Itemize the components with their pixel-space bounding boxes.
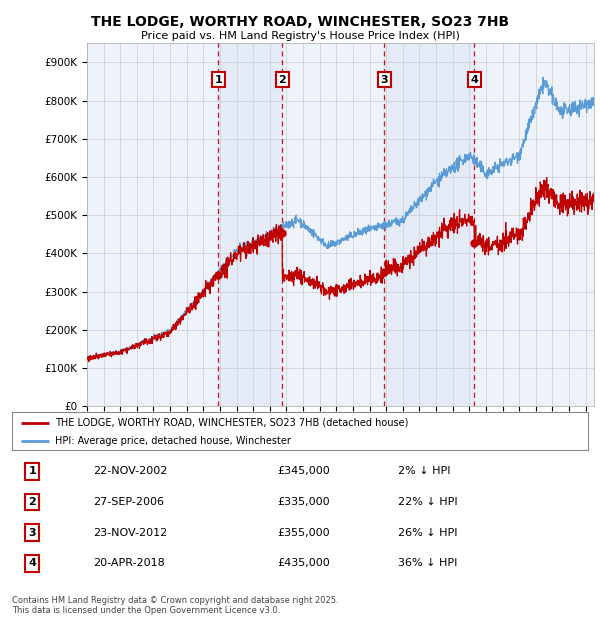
- Text: 2: 2: [278, 74, 286, 85]
- Text: 22% ↓ HPI: 22% ↓ HPI: [398, 497, 458, 507]
- Text: 23-NOV-2012: 23-NOV-2012: [92, 528, 167, 538]
- Text: £345,000: £345,000: [277, 466, 330, 476]
- Text: £355,000: £355,000: [277, 528, 329, 538]
- Text: 3: 3: [380, 74, 388, 85]
- Text: 20-APR-2018: 20-APR-2018: [92, 558, 164, 569]
- Text: 27-SEP-2006: 27-SEP-2006: [92, 497, 164, 507]
- Text: 26% ↓ HPI: 26% ↓ HPI: [398, 528, 457, 538]
- Text: Price paid vs. HM Land Registry's House Price Index (HPI): Price paid vs. HM Land Registry's House …: [140, 31, 460, 41]
- Text: Contains HM Land Registry data © Crown copyright and database right 2025.
This d: Contains HM Land Registry data © Crown c…: [12, 596, 338, 615]
- Text: 3: 3: [28, 528, 36, 538]
- Text: 36% ↓ HPI: 36% ↓ HPI: [398, 558, 457, 569]
- Text: THE LODGE, WORTHY ROAD, WINCHESTER, SO23 7HB (detached house): THE LODGE, WORTHY ROAD, WINCHESTER, SO23…: [55, 418, 409, 428]
- Text: 4: 4: [470, 74, 478, 85]
- Text: 1: 1: [28, 466, 36, 476]
- Bar: [218, 43, 282, 406]
- Text: £335,000: £335,000: [277, 497, 329, 507]
- Text: THE LODGE, WORTHY ROAD, WINCHESTER, SO23 7HB: THE LODGE, WORTHY ROAD, WINCHESTER, SO23…: [91, 16, 509, 30]
- Bar: [385, 43, 475, 406]
- Text: 2% ↓ HPI: 2% ↓ HPI: [398, 466, 451, 476]
- Text: HPI: Average price, detached house, Winchester: HPI: Average price, detached house, Winc…: [55, 436, 291, 446]
- Text: 4: 4: [28, 558, 36, 569]
- Text: 2: 2: [28, 497, 36, 507]
- Text: 22-NOV-2002: 22-NOV-2002: [92, 466, 167, 476]
- Text: 1: 1: [214, 74, 222, 85]
- Text: £435,000: £435,000: [277, 558, 330, 569]
